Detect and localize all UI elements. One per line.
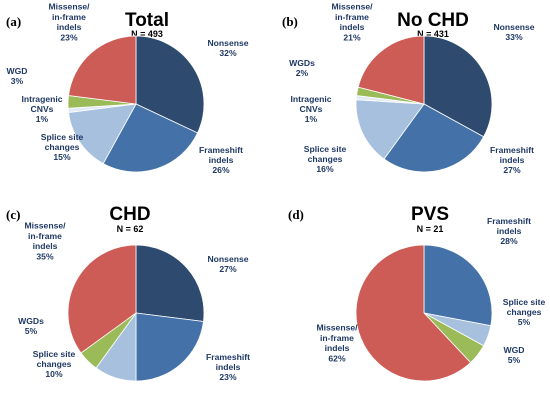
slice-label: Missense/in-frame indels 35%: [24, 221, 66, 262]
slice-label: Splice site changes 16%: [304, 144, 347, 174]
slice-label: Missense/in-frame indels 21%: [331, 2, 373, 43]
slice-label: Splice site changes 10%: [33, 349, 76, 379]
slice-label: Missense/in-frame indels 62%: [316, 323, 358, 364]
pie-slice: [67, 244, 137, 354]
slice-label: Splice site changes 15%: [41, 132, 84, 162]
pie-slice: [68, 103, 137, 165]
slice-label: Frameshift indels 27%: [490, 145, 534, 175]
slice-label: WGD 5%: [503, 345, 524, 365]
pie-slice: [423, 35, 493, 138]
chart-title: Total: [125, 10, 169, 31]
pie-slice: [355, 244, 472, 382]
pie-slice: [357, 35, 425, 105]
slice-label: Frameshift indels 26%: [199, 145, 243, 175]
chart-title: CHD: [109, 204, 150, 225]
slice-label: Splice site changes 5%: [503, 297, 546, 327]
slice-label: Frameshift indels 28%: [487, 216, 531, 246]
chart-subtitle: N = 21: [417, 224, 444, 234]
panel-label: (c): [6, 207, 20, 222]
panel-label: (a): [6, 14, 21, 29]
chart-subtitle: N = 62: [117, 224, 144, 234]
slice-label: WGDs 2%: [289, 58, 315, 78]
pie-slice: [135, 35, 205, 134]
pie-slice: [135, 244, 205, 322]
slice-label: Frameshift indels 23%: [206, 352, 250, 382]
slice-label: Intragenic CNVs 1%: [21, 94, 62, 124]
slice-label: WGD 3%: [6, 66, 27, 86]
pie-slice: [383, 103, 485, 173]
chart-subtitle: N = 493: [131, 29, 163, 39]
pie-slice: [423, 244, 493, 327]
panel-label: (b): [282, 14, 298, 29]
slice-label: Nonsense 27%: [207, 254, 248, 274]
pie-slice: [355, 99, 425, 160]
chart-subtitle: N = 431: [417, 29, 449, 39]
slice-label: Nonsense 32%: [207, 38, 248, 58]
pie-slice: [135, 312, 204, 382]
slice-label: Missense/in-frame indels 23%: [48, 2, 90, 43]
chart-title: No CHD: [397, 10, 469, 31]
slice-label: Nonsense 33%: [493, 22, 534, 42]
panel-label: (d): [288, 207, 304, 222]
chart-title: PVS: [411, 204, 449, 225]
slice-label: Intragenic CNVs 1%: [290, 94, 331, 124]
pie-slice: [68, 35, 137, 105]
slice-label: WGDs 5%: [18, 316, 44, 336]
